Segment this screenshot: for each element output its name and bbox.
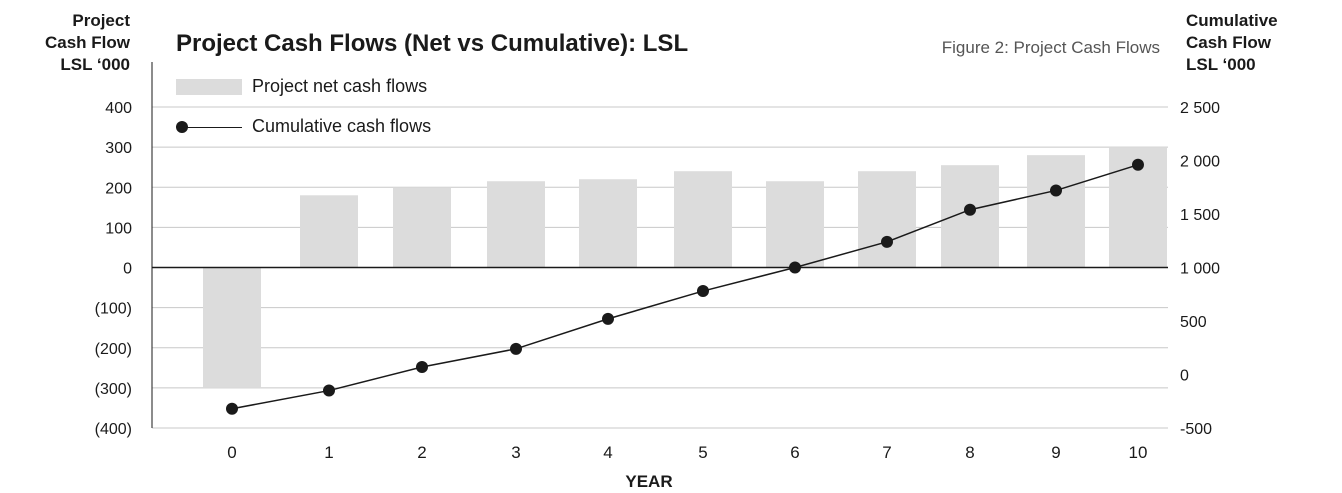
y-left-tick-label: (300) xyxy=(95,381,132,398)
y-left-tick-label: (400) xyxy=(95,421,132,438)
cumulative-point xyxy=(416,361,428,374)
y-right-tick-label: 2 500 xyxy=(1180,100,1220,117)
legend-marker xyxy=(176,120,188,133)
y-right-tick-label: 1 000 xyxy=(1180,261,1220,278)
x-tick-label: 9 xyxy=(1051,443,1060,462)
legend-label: Project net cash flows xyxy=(252,76,428,96)
x-tick-label: 4 xyxy=(603,443,612,462)
bar xyxy=(674,171,732,268)
y-right-tick-label: 0 xyxy=(1180,368,1189,385)
y-right-tick-label: 1 500 xyxy=(1180,207,1220,224)
y-right-tick-label: 500 xyxy=(1180,314,1207,331)
cumulative-point xyxy=(226,402,238,415)
x-tick-label: 8 xyxy=(965,443,974,462)
bar xyxy=(393,187,451,268)
bar xyxy=(766,181,824,268)
legend-item-line: Cumulative cash flows xyxy=(176,116,431,137)
cumulative-point xyxy=(1132,158,1144,171)
right-axis-title-line: LSL ‘000 xyxy=(1186,55,1256,74)
y-left-tick-label: 300 xyxy=(105,140,132,157)
y-left-tick-label: (200) xyxy=(95,341,132,358)
x-tick-label: 7 xyxy=(882,443,891,462)
cumulative-point xyxy=(323,384,335,397)
x-tick-label: 0 xyxy=(227,443,236,462)
chart-title: Project Cash Flows (Net vs Cumulative): … xyxy=(176,30,689,57)
x-tick-label: 6 xyxy=(790,443,799,462)
x-tick-label: 2 xyxy=(417,443,426,462)
cumulative-point xyxy=(697,285,709,298)
y-left-tick-label: 0 xyxy=(123,261,132,278)
left-axis-title: Project Cash Flow LSL ‘000 xyxy=(10,10,130,76)
bar xyxy=(941,165,999,268)
legend-bar-swatch xyxy=(176,78,242,95)
x-tick-label: 3 xyxy=(511,443,520,462)
bar xyxy=(1027,155,1085,268)
chart-subtitle: Figure 2: Project Cash Flows xyxy=(941,38,1160,57)
y-left-tick-label: (100) xyxy=(95,301,132,318)
cumulative-point xyxy=(964,203,976,216)
x-tick-label: 5 xyxy=(698,443,707,462)
x-tick-label: 10 xyxy=(1129,443,1148,462)
right-axis-title-line: Cumulative xyxy=(1186,11,1278,30)
y-left-tick-label: 200 xyxy=(105,180,132,197)
bar xyxy=(203,267,261,388)
legend-line-swatch xyxy=(176,119,242,135)
legend-item-bars: Project net cash flows xyxy=(176,76,427,97)
y-left-tick-label: 100 xyxy=(105,220,132,237)
cumulative-point xyxy=(881,235,893,248)
bar xyxy=(579,179,637,268)
cumulative-point xyxy=(1050,184,1062,197)
x-tick-label: 1 xyxy=(324,443,333,462)
y-right-tick-label: -500 xyxy=(1180,421,1212,438)
right-axis-title-line: Cash Flow xyxy=(1186,33,1272,52)
left-axis-title-line: Project xyxy=(72,11,130,30)
bar xyxy=(858,171,916,268)
left-axis-title-line: Cash Flow xyxy=(44,33,130,52)
x-axis-title: YEAR xyxy=(625,472,672,491)
legend-label: Cumulative cash flows xyxy=(252,116,432,136)
y-left-tick-label: 400 xyxy=(105,100,132,117)
bar xyxy=(300,195,358,268)
cumulative-point xyxy=(510,342,522,355)
cumulative-point xyxy=(602,312,614,325)
left-axis-title-line: LSL ‘000 xyxy=(60,55,130,74)
bar xyxy=(487,181,545,268)
right-axis-title: Cumulative Cash Flow LSL ‘000 xyxy=(1186,10,1336,76)
cumulative-point xyxy=(789,261,801,274)
y-right-tick-label: 2 000 xyxy=(1180,154,1220,171)
